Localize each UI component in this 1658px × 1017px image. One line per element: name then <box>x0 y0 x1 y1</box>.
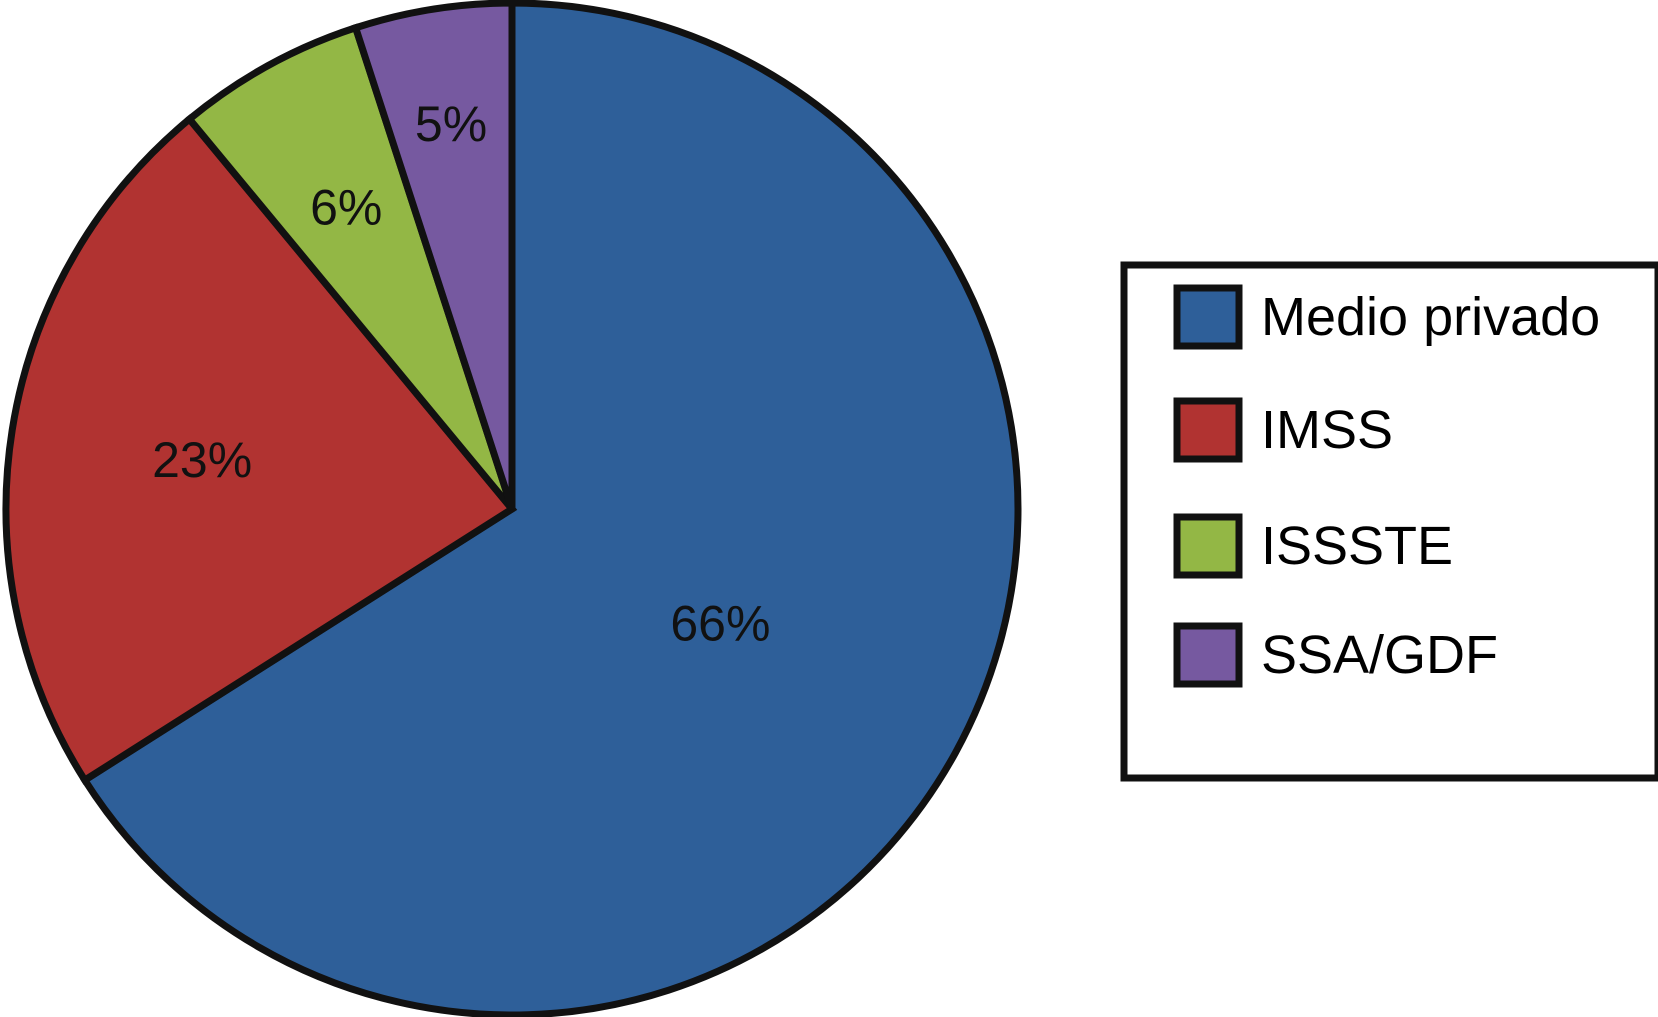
data-label-issste: 6% <box>310 179 382 235</box>
legend-swatch-imss <box>1173 397 1243 463</box>
pie-slice-ssa-gdf <box>351 0 516 511</box>
legend-swatch-ssa-gdf <box>1173 622 1243 688</box>
legend-label-issste: ISSSTE <box>1261 516 1453 576</box>
legend-label-ssa-gdf: SSA/GDF <box>1261 625 1498 685</box>
data-label-ssa-gdf: 5% <box>415 96 487 152</box>
legend-swatch-medio-privado <box>1173 284 1243 350</box>
data-label-imss: 23% <box>152 432 252 488</box>
pie-data-labels: 66% 23% 6% 5% <box>152 96 770 651</box>
legend-label-medio-privado: Medio privado <box>1261 287 1600 347</box>
pie-slice-imss <box>2 114 518 785</box>
pie-slices <box>2 0 1022 1017</box>
legend-label-imss: IMSS <box>1261 400 1393 460</box>
pie-slice-medio-privado <box>79 0 1022 1017</box>
legend: Medio privado IMSS ISSSTE SSA/GDF <box>1120 261 1658 782</box>
data-label-medio-privado: 66% <box>670 596 770 652</box>
legend-items: Medio privado IMSS ISSSTE SSA/GDF <box>1173 284 1600 688</box>
legend-swatch-issste <box>1173 513 1243 579</box>
pie-slice-issste <box>184 23 516 512</box>
